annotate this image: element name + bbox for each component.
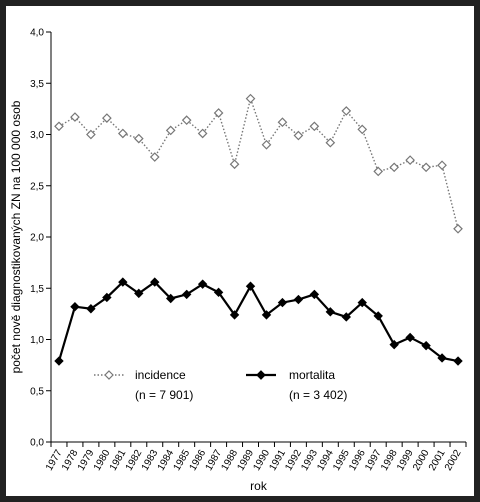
data-point-mortalita	[54, 356, 64, 366]
data-point-mortalita	[325, 307, 336, 317]
line-chart: 0,0 0,5 1,0 1,5 2,0 2,5 3,0 3,5 4,0 197719781979…	[9, 28, 467, 493]
data-point-mortalita	[86, 304, 96, 314]
y-tick-label: 2,5	[30, 181, 44, 192]
data-point-mortalita	[293, 294, 304, 305]
data-point-mortalita	[181, 289, 192, 300]
data-point-mortalita	[261, 310, 272, 320]
series-lines	[57, 96, 459, 363]
y-ticks: 0,0 0,5 1,0 1,5 2,0 2,5 3,0 3,5 4,0	[30, 28, 51, 449]
data-point-mortalita	[453, 356, 463, 366]
data-point-incidence	[165, 125, 176, 136]
data-point-incidence	[325, 137, 336, 148]
data-point-incidence	[341, 106, 352, 116]
data-point-mortalita	[102, 292, 112, 303]
data-point-mortalita	[150, 277, 160, 287]
legend-marker-incidence	[104, 370, 114, 380]
data-point-mortalita	[70, 301, 80, 312]
data-point-mortalita	[166, 293, 176, 304]
x-ticks: 1977197819791980198119821983198419851986…	[44, 442, 467, 473]
data-point-mortalita	[341, 312, 351, 322]
y-tick-label: 1,5	[30, 284, 44, 295]
y-tick-label: 3,5	[30, 79, 44, 90]
data-point-incidence	[213, 108, 224, 118]
chart-frame: 0,0 0,5 1,0 1,5 2,0 2,5 3,0 3,5 4,0 1977 1978 1979…	[6, 6, 474, 496]
legend: incidence (n = 7 901) mortalita (n = 3 402)	[94, 368, 347, 402]
data-point-incidence	[405, 155, 415, 165]
data-point-incidence	[117, 128, 128, 139]
axes	[50, 32, 466, 443]
y-tick-label: 3,0	[30, 130, 44, 141]
legend-note-incidence: (n = 7 901)	[135, 388, 193, 402]
data-point-incidence	[229, 159, 240, 170]
data-point-mortalita	[405, 332, 415, 343]
data-point-incidence	[277, 117, 288, 128]
y-tick-label: 1,0	[30, 335, 44, 346]
series-line-incidence	[58, 96, 459, 229]
x-tick-label: 2002	[443, 448, 464, 473]
legend-label-mortalita: mortalita	[289, 368, 335, 382]
data-point-mortalita	[134, 288, 144, 299]
data-point-incidence	[54, 121, 64, 132]
data-point-incidence	[309, 121, 320, 132]
data-point-incidence	[389, 162, 400, 173]
data-point-mortalita	[421, 340, 431, 351]
data-point-mortalita	[213, 287, 224, 298]
x-axis-label: rok	[250, 479, 268, 493]
series-line-mortalita	[57, 280, 459, 363]
data-point-incidence	[181, 115, 192, 125]
y-tick-label: 0,0	[30, 438, 44, 449]
y-tick-label: 2,0	[30, 233, 44, 244]
series-points	[54, 93, 463, 366]
y-tick-label: 4,0	[30, 28, 44, 39]
data-point-mortalita	[357, 297, 367, 308]
data-point-mortalita	[277, 297, 288, 308]
data-point-mortalita	[389, 339, 399, 350]
data-point-incidence	[245, 93, 256, 104]
data-point-incidence	[293, 130, 304, 141]
data-point-mortalita	[197, 279, 208, 289]
data-point-incidence	[70, 112, 80, 122]
data-point-mortalita	[245, 281, 256, 291]
data-point-mortalita	[373, 311, 383, 321]
legend-marker-mortalita	[256, 370, 266, 380]
data-point-incidence	[453, 223, 463, 234]
data-point-incidence	[86, 129, 96, 140]
data-point-incidence	[102, 113, 112, 123]
data-point-mortalita	[309, 289, 320, 300]
legend-label-incidence: incidence	[135, 368, 186, 382]
data-point-incidence	[133, 133, 144, 144]
data-point-incidence	[373, 166, 384, 177]
data-point-incidence	[261, 139, 272, 150]
data-point-incidence	[197, 128, 208, 139]
data-point-mortalita	[437, 353, 447, 363]
data-point-incidence	[437, 160, 447, 171]
legend-note-mortalita: (n = 3 402)	[289, 388, 347, 402]
data-point-incidence	[421, 162, 431, 173]
y-tick-label: 0,5	[30, 386, 44, 397]
data-point-mortalita	[229, 310, 240, 320]
data-point-incidence	[357, 124, 368, 135]
data-point-mortalita	[118, 277, 128, 287]
y-axis-label: počet nově diagnostikovaných ZN na 100 0…	[9, 100, 23, 373]
data-point-incidence	[149, 152, 160, 162]
